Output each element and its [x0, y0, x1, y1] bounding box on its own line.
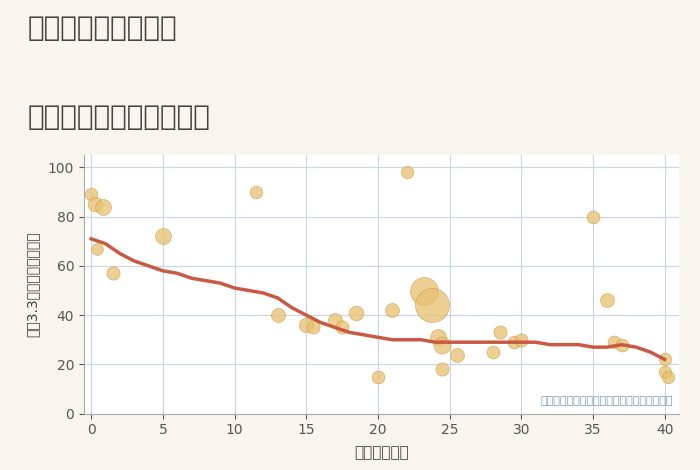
- Point: [487, 348, 498, 356]
- Point: [401, 169, 412, 176]
- Point: [329, 316, 340, 324]
- Text: 築年数別中古戸建て価格: 築年数別中古戸建て価格: [28, 103, 211, 132]
- Point: [516, 336, 527, 344]
- Point: [97, 203, 108, 211]
- Point: [85, 191, 97, 198]
- Point: [351, 309, 362, 316]
- X-axis label: 築年数（年）: 築年数（年）: [354, 446, 409, 461]
- Point: [251, 188, 262, 196]
- Point: [437, 366, 448, 373]
- Point: [437, 341, 448, 348]
- Text: 埼玉県熊谷市江波の: 埼玉県熊谷市江波の: [28, 14, 178, 42]
- Point: [662, 373, 673, 380]
- Point: [386, 306, 398, 314]
- Point: [602, 297, 613, 304]
- Point: [272, 311, 284, 319]
- Point: [494, 329, 505, 336]
- Point: [659, 368, 671, 376]
- Point: [587, 213, 598, 220]
- Point: [418, 287, 429, 294]
- Text: 円の大きさは、取引のあった物件面積を示す: 円の大きさは、取引のあった物件面積を示す: [540, 396, 673, 406]
- Point: [427, 302, 438, 309]
- Point: [508, 338, 519, 346]
- Y-axis label: 坪（3.3㎡）単価（万円）: 坪（3.3㎡）単価（万円）: [26, 232, 40, 337]
- Point: [609, 338, 620, 346]
- Point: [616, 341, 627, 348]
- Point: [452, 351, 463, 358]
- Point: [433, 334, 444, 341]
- Point: [300, 321, 312, 329]
- Point: [308, 324, 319, 331]
- Point: [90, 201, 101, 208]
- Point: [337, 324, 348, 331]
- Point: [107, 269, 118, 277]
- Point: [372, 373, 384, 380]
- Point: [158, 233, 169, 240]
- Point: [91, 245, 102, 252]
- Point: [659, 356, 671, 363]
